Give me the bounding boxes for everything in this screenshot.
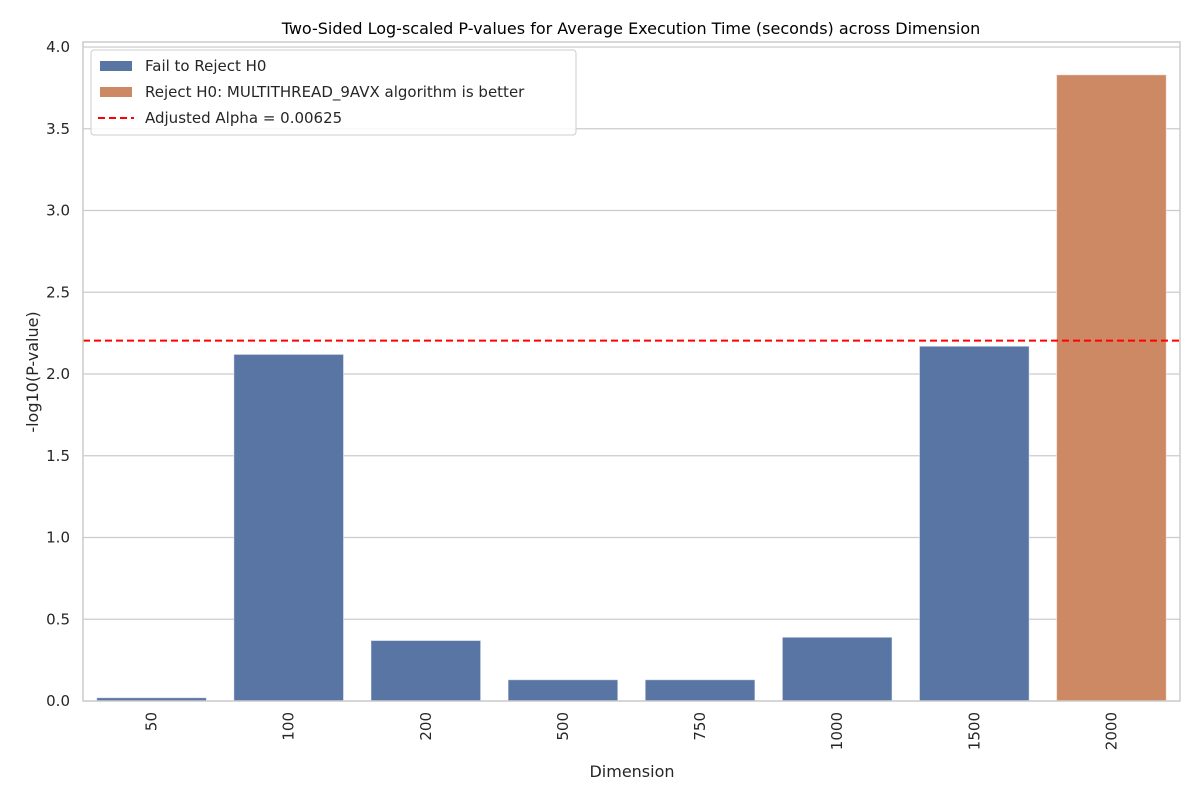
bar-1000 xyxy=(781,636,893,702)
x-tick-label: 100 xyxy=(280,712,298,741)
y-axis-ticks: 0.0 0.5 1.0 1.5 2.0 2.5 3.0 3.5 4.0 xyxy=(46,38,70,710)
legend-swatch-fail xyxy=(100,61,132,71)
legend-label-fail: Fail to Reject H0 xyxy=(145,57,266,75)
bar-1500 xyxy=(918,345,1030,702)
y-tick-label: 3.0 xyxy=(46,202,70,220)
x-tick-label: 750 xyxy=(691,712,709,741)
y-tick-label: 2.5 xyxy=(46,283,70,301)
x-axis-ticks: 50 100 200 500 750 1000 1500 2000 xyxy=(143,712,1121,750)
bar-500 xyxy=(507,679,619,702)
legend: Fail to Reject H0 Reject H0: MULTITHREAD… xyxy=(90,49,577,136)
bar-100 xyxy=(233,353,345,702)
chart-title: Two-Sided Log-scaled P-values for Averag… xyxy=(281,19,981,38)
bars xyxy=(96,74,1167,702)
y-tick-label: 1.0 xyxy=(46,529,70,547)
bar-200 xyxy=(370,640,482,702)
y-tick-label: 4.0 xyxy=(46,38,70,56)
y-tick-label: 0.5 xyxy=(46,610,70,628)
plot-frame xyxy=(82,41,1181,702)
y-tick-label: 2.0 xyxy=(46,365,70,383)
legend-box xyxy=(90,49,577,136)
x-tick-label: 1000 xyxy=(828,712,846,750)
legend-label-alpha: Adjusted Alpha = 0.00625 xyxy=(145,109,342,127)
legend-swatch-reject xyxy=(100,87,132,97)
legend-label-reject: Reject H0: MULTITHREAD_9AVX algorithm is… xyxy=(145,83,525,102)
y-tick-label: 0.0 xyxy=(46,692,70,710)
y-axis-label: -log10(P-value) xyxy=(23,311,42,432)
x-tick-label: 1500 xyxy=(965,712,983,750)
x-axis-label: Dimension xyxy=(589,762,674,781)
x-tick-label: 2000 xyxy=(1102,712,1120,750)
bar-750 xyxy=(644,679,756,702)
y-tick-label: 3.5 xyxy=(46,120,70,138)
x-tick-label: 500 xyxy=(554,712,572,741)
bar-2000 xyxy=(1056,74,1167,702)
x-tick-label: 200 xyxy=(417,712,435,741)
x-tick-label: 50 xyxy=(143,712,161,731)
y-tick-label: 1.5 xyxy=(46,447,70,465)
